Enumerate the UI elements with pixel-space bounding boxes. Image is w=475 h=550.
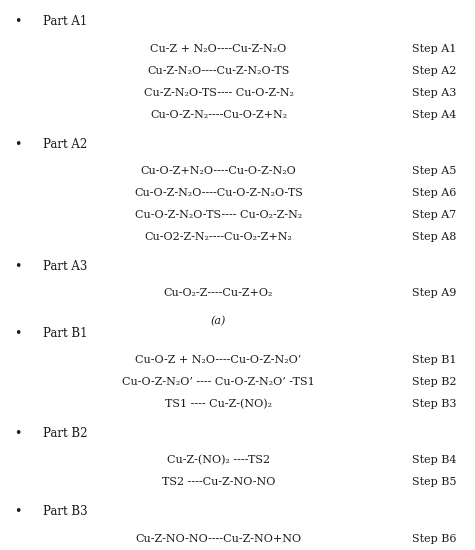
- Text: Cu-Z + N₂O----Cu-Z-N₂O: Cu-Z + N₂O----Cu-Z-N₂O: [151, 44, 286, 54]
- Text: Part B1: Part B1: [43, 327, 87, 340]
- Text: TS1 ---- Cu-Z-(NO)₂: TS1 ---- Cu-Z-(NO)₂: [165, 399, 272, 410]
- Text: Cu-O-Z + N₂O----Cu-O-Z-N₂O’: Cu-O-Z + N₂O----Cu-O-Z-N₂O’: [135, 355, 302, 365]
- Text: Cu-O-Z-N₂----Cu-O-Z+N₂: Cu-O-Z-N₂----Cu-O-Z+N₂: [150, 110, 287, 120]
- Text: Step A1: Step A1: [412, 44, 456, 54]
- Text: Cu-O-Z-N₂O-TS---- Cu-O₂-Z-N₂: Cu-O-Z-N₂O-TS---- Cu-O₂-Z-N₂: [135, 210, 302, 220]
- Text: Part A3: Part A3: [43, 260, 87, 273]
- Text: Cu-Z-N₂O----Cu-Z-N₂O-TS: Cu-Z-N₂O----Cu-Z-N₂O-TS: [147, 66, 290, 76]
- Text: Step A8: Step A8: [412, 232, 456, 242]
- Text: Step B5: Step B5: [411, 477, 456, 487]
- Text: Part A2: Part A2: [43, 138, 87, 151]
- Text: Step B1: Step B1: [411, 355, 456, 365]
- Text: Step B2: Step B2: [411, 377, 456, 387]
- Text: Cu-Z-N₂O-TS---- Cu-O-Z-N₂: Cu-Z-N₂O-TS---- Cu-O-Z-N₂: [143, 88, 294, 98]
- Text: Cu-O-Z-N₂O’ ---- Cu-O-Z-N₂O’ -TS1: Cu-O-Z-N₂O’ ---- Cu-O-Z-N₂O’ -TS1: [122, 377, 315, 387]
- Text: Cu-O-Z-N₂O----Cu-O-Z-N₂O-TS: Cu-O-Z-N₂O----Cu-O-Z-N₂O-TS: [134, 188, 303, 198]
- Text: •: •: [14, 327, 22, 340]
- Text: Step A4: Step A4: [412, 110, 456, 120]
- Text: Step A9: Step A9: [412, 288, 456, 298]
- Text: (a): (a): [211, 316, 226, 326]
- Text: Step B4: Step B4: [411, 455, 456, 465]
- Text: •: •: [14, 260, 22, 273]
- Text: Cu-Z-NO-NO----Cu-Z-NO+NO: Cu-Z-NO-NO----Cu-Z-NO+NO: [135, 534, 302, 543]
- Text: Step B3: Step B3: [411, 399, 456, 409]
- Text: Part B3: Part B3: [43, 505, 87, 518]
- Text: •: •: [14, 138, 22, 151]
- Text: Cu-O-Z+N₂O----Cu-O-Z-N₂O: Cu-O-Z+N₂O----Cu-O-Z-N₂O: [141, 166, 296, 176]
- Text: Step B6: Step B6: [411, 534, 456, 543]
- Text: Cu-O₂-Z----Cu-Z+O₂: Cu-O₂-Z----Cu-Z+O₂: [164, 288, 273, 298]
- Text: Step A5: Step A5: [412, 166, 456, 176]
- Text: Cu-Z-(NO)₂ ----TS2: Cu-Z-(NO)₂ ----TS2: [167, 455, 270, 466]
- Text: Part B2: Part B2: [43, 427, 87, 440]
- Text: TS2 ----Cu-Z-NO-NO: TS2 ----Cu-Z-NO-NO: [162, 477, 275, 487]
- Text: •: •: [14, 505, 22, 518]
- Text: Cu-O2-Z-N₂----Cu-O₂-Z+N₂: Cu-O2-Z-N₂----Cu-O₂-Z+N₂: [144, 232, 293, 242]
- Text: Part A1: Part A1: [43, 15, 87, 29]
- Text: Step A2: Step A2: [412, 66, 456, 76]
- Text: Step A6: Step A6: [412, 188, 456, 198]
- Text: •: •: [14, 427, 22, 440]
- Text: Step A3: Step A3: [412, 88, 456, 98]
- Text: Step A7: Step A7: [412, 210, 456, 220]
- Text: •: •: [14, 15, 22, 29]
